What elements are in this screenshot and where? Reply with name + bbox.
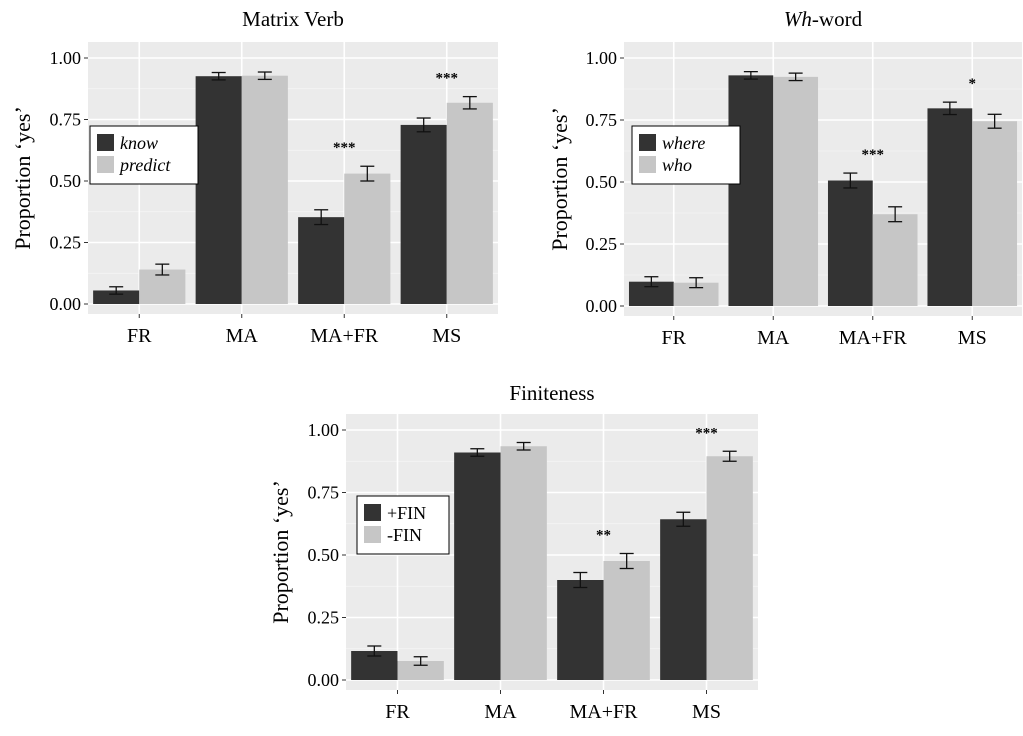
y-tick-label: 1.00	[308, 420, 340, 440]
x-tick-label: MS	[958, 327, 987, 349]
y-tick-label: 0.25	[308, 608, 340, 628]
x-tick-label: MS	[432, 325, 461, 347]
y-tick-label: 0.25	[586, 234, 618, 254]
legend-label: +FIN	[387, 503, 426, 523]
bar-FIN-MAFR	[557, 580, 604, 680]
x-tick-label: MA	[226, 325, 259, 347]
legend-label: predict	[118, 155, 171, 175]
significance-marker: ***	[695, 425, 718, 441]
legend-swatch	[364, 526, 381, 543]
chart-title-part: -word	[812, 7, 863, 31]
bar-FIN-MA	[454, 452, 501, 680]
bar-where-MAFR	[827, 180, 873, 306]
significance-marker: ***	[862, 147, 885, 163]
x-tick-label: MA+FR	[570, 701, 639, 723]
chart-title-part: Wh	[784, 7, 812, 31]
chart-panel-2: 0.00 0.25 0.50 0.75 1.00 FR MA MA+FR *** MS * Wh-wo…	[547, 7, 1022, 349]
legend-label: know	[120, 133, 158, 153]
y-tick-label: 0.75	[50, 110, 82, 130]
legend-swatch	[97, 134, 114, 151]
y-tick-label: 0.00	[586, 296, 618, 316]
y-tick-label: 0.50	[586, 172, 618, 192]
y-tick-label: 1.00	[586, 48, 618, 68]
bar-where-MA	[728, 75, 774, 306]
x-tick-label: MA	[757, 327, 790, 349]
bar-know-MAFR	[298, 217, 345, 304]
chart-panel-1: 0.00 0.25 0.50 0.75 1.00 FR MA MA+FR *** MS *** Mat…	[10, 7, 498, 347]
y-tick-label: 0.00	[308, 670, 340, 690]
bar-FIN-MA	[500, 446, 547, 680]
y-tick-label: 0.50	[50, 171, 82, 191]
bar-predict-MAFR	[344, 173, 391, 304]
legend-swatch	[364, 504, 381, 521]
bar-FIN-FR	[397, 661, 444, 680]
legend-swatch	[639, 134, 656, 151]
bar-who-MA	[773, 76, 819, 307]
y-tick-label: 0.75	[308, 483, 340, 503]
legend-swatch	[97, 156, 114, 173]
x-tick-label: MA+FR	[310, 325, 379, 347]
bar-who-FR	[673, 282, 719, 306]
bar-predict-MA	[241, 75, 288, 304]
significance-marker: **	[596, 528, 611, 544]
x-tick-label: MA+FR	[839, 327, 908, 349]
y-tick-label: 0.25	[50, 233, 82, 253]
x-tick-label: FR	[385, 701, 410, 723]
bar-predict-MS	[446, 102, 493, 304]
bar-FIN-MS	[706, 456, 753, 680]
bar-who-MAFR	[872, 214, 918, 306]
legend-swatch	[639, 156, 656, 173]
x-tick-label: MS	[692, 701, 721, 723]
y-tick-label: 0.75	[586, 110, 618, 130]
y-axis-label: Proportion ‘yes’	[268, 480, 293, 624]
legend-label: where	[662, 133, 705, 153]
chart-panel-3: 0.00 0.25 0.50 0.75 1.00 FR MA MA+FR ** MS *** Fini…	[268, 381, 758, 723]
legend-label: who	[662, 155, 692, 175]
bar-where-MS	[927, 108, 973, 307]
x-tick-label: FR	[127, 325, 152, 347]
y-tick-label: 0.00	[50, 294, 82, 314]
y-axis-label: Proportion ‘yes’	[10, 106, 35, 250]
y-tick-label: 1.00	[50, 48, 82, 68]
bar-know-MS	[400, 124, 447, 304]
bar-who-MS	[972, 121, 1018, 307]
y-axis-label: Proportion ‘yes’	[547, 107, 572, 251]
bar-FIN-MAFR	[603, 561, 650, 680]
legend-label: -FIN	[387, 525, 422, 545]
significance-marker: ***	[333, 140, 356, 156]
significance-marker: ***	[436, 71, 459, 87]
chart-title: Wh-word	[784, 7, 863, 31]
significance-marker: *	[969, 76, 977, 92]
bar-know-MA	[195, 76, 242, 304]
chart-title: Matrix Verb	[242, 7, 344, 31]
x-tick-label: MA	[484, 701, 517, 723]
y-tick-label: 0.50	[308, 545, 340, 565]
legend: +FIN-FIN	[356, 495, 450, 555]
chart-title: Finiteness	[509, 381, 594, 405]
bar-know-FR	[93, 290, 140, 304]
x-tick-label: FR	[662, 327, 687, 349]
bar-FIN-MS	[660, 519, 707, 680]
